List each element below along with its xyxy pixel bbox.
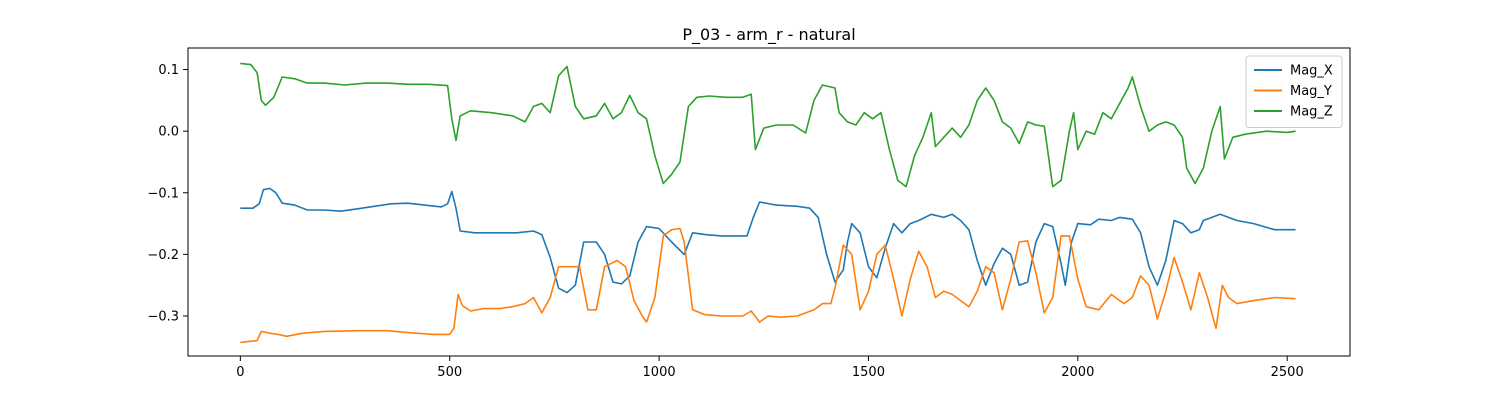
series-line-mag-x — [240, 187, 1296, 294]
x-tick-label: 1500 — [852, 365, 885, 380]
legend-label-mag-z: Mag_Z — [1290, 105, 1333, 120]
x-axis: 0 500 1000 1500 2000 2500 — [236, 356, 1304, 380]
y-tick-label: −0.3 — [147, 309, 179, 324]
x-tick-label: 2500 — [1271, 365, 1304, 380]
x-tick-label: 2000 — [1061, 365, 1094, 380]
y-tick-label: −0.1 — [147, 186, 179, 201]
legend: Mag_X Mag_Y Mag_Z — [1245, 55, 1343, 128]
legend-box — [1245, 55, 1343, 128]
x-tick-label: 500 — [437, 365, 462, 380]
chart-title: P_03 - arm_r - natural — [682, 25, 855, 45]
x-tick-label: 0 — [236, 365, 244, 380]
y-axis: −0.3 −0.2 −0.1 0.0 0.1 — [147, 63, 188, 324]
legend-label-mag-x: Mag_X — [1290, 64, 1333, 79]
series-line-mag-y — [240, 227, 1296, 344]
plot-area — [187, 47, 1351, 357]
legend-label-mag-y: Mag_Y — [1290, 84, 1332, 99]
y-tick-label: −0.2 — [147, 248, 179, 263]
y-tick-label: 0.0 — [158, 125, 179, 140]
plot-frame — [187, 47, 1351, 357]
x-tick-label: 1000 — [643, 365, 676, 380]
series-line-mag-z — [240, 62, 1296, 188]
y-tick-label: 0.1 — [158, 63, 179, 78]
series-layer — [240, 62, 1296, 344]
